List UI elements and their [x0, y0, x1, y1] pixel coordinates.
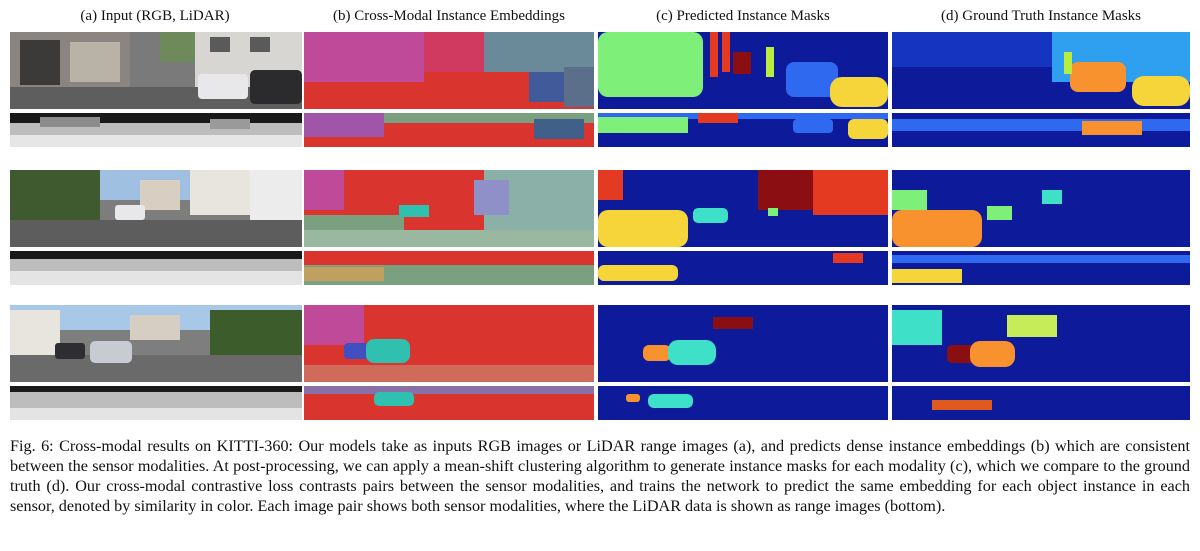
row2-groundtruth-lidar	[892, 251, 1190, 285]
row2-embedding-lidar	[304, 251, 594, 285]
row2-rgb-image	[10, 170, 302, 247]
row2-lidar-image	[10, 251, 302, 285]
column-title-predicted: (c) Predicted Instance Masks	[656, 8, 830, 24]
row1-groundtruth-lidar	[892, 113, 1190, 147]
row1-embedding-rgb	[304, 32, 594, 109]
row3-embedding-lidar	[304, 386, 594, 420]
row3-rgb-image	[10, 305, 302, 382]
row1-embedding-lidar	[304, 113, 594, 147]
figure-caption: Fig. 6: Cross-modal results on KITTI-360…	[10, 437, 1190, 515]
column-title-input: (a) Input (RGB, LiDAR)	[80, 8, 230, 24]
row2-predicted-lidar	[598, 251, 888, 285]
row3-predicted-lidar	[598, 386, 888, 420]
row1-predicted-lidar	[598, 113, 888, 147]
row1-predicted-rgb	[598, 32, 888, 109]
row3-embedding-rgb	[304, 305, 594, 382]
row3-lidar-image	[10, 386, 302, 420]
column-title-ground-truth: (d) Ground Truth Instance Masks	[941, 8, 1141, 24]
row2-predicted-rgb	[598, 170, 888, 247]
row1-rgb-image	[10, 32, 302, 109]
row2-embedding-rgb	[304, 170, 594, 247]
row3-groundtruth-rgb	[892, 305, 1190, 382]
row1-groundtruth-rgb	[892, 32, 1190, 109]
row1-lidar-image	[10, 113, 302, 147]
row3-predicted-rgb	[598, 305, 888, 382]
column-title-embeddings: (b) Cross-Modal Instance Embeddings	[332, 8, 566, 24]
row3-groundtruth-lidar	[892, 386, 1190, 420]
row2-groundtruth-rgb	[892, 170, 1190, 247]
